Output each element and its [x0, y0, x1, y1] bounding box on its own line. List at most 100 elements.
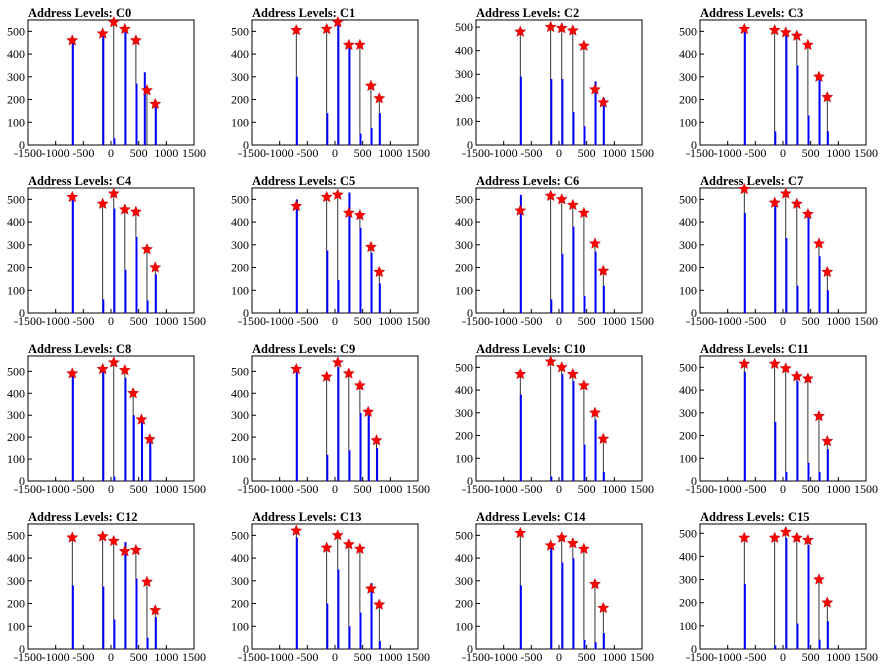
- chart-title: Address Levels: C6: [476, 174, 580, 188]
- chart-svg: 0 100 200 300 400 500 -1500 -1000 -500 0 500 1000 15…: [7, 187, 206, 328]
- x-tick-label: -1000: [266, 146, 294, 160]
- peak-marker: [514, 25, 527, 37]
- y-tick-label: 0: [467, 642, 473, 656]
- chart-title: Address Levels: C11: [700, 342, 809, 356]
- peak-marker: [149, 97, 162, 110]
- peak-marker: [801, 372, 814, 384]
- x-tick-label: 1500: [630, 482, 654, 496]
- x-tick-label: 1500: [854, 314, 878, 328]
- y-tick-label: 500: [455, 528, 473, 542]
- peak-marker: [821, 90, 834, 103]
- peak-marker: [370, 434, 383, 446]
- y-tick-label: 300: [455, 67, 473, 81]
- x-tick-label: -500: [296, 146, 318, 160]
- chart-panel: 0 100 200 300 400 500 -1500 -1000 -500 0 500 1000 15…: [224, 504, 448, 672]
- y-tick-label: 500: [455, 360, 473, 374]
- x-tick-label: -1000: [42, 482, 70, 496]
- peak-marker: [555, 361, 568, 373]
- y-tick-label: 400: [679, 549, 697, 563]
- chart-panel: 0 100 200 300 400 500 -1500 -1000 -500 0 500 1000 15…: [0, 0, 224, 168]
- y-tick-label: 300: [455, 406, 473, 420]
- x-tick-label: 1500: [406, 482, 430, 496]
- plot-frame: [475, 523, 643, 650]
- y-tick-label: 300: [679, 573, 697, 587]
- peak-marker: [364, 240, 377, 253]
- y-tick-label: 400: [231, 386, 249, 400]
- peak-marker: [738, 357, 751, 370]
- x-tick-label: 500: [354, 146, 372, 160]
- chart-svg: 0 100 200 300 400 500 -1500 -1000 -500 0 500 1000 15…: [455, 523, 654, 664]
- peak-marker: [331, 15, 344, 28]
- chart-svg: 0 100 200 300 400 500 -1500 -1000 -500 0 500 1000 15…: [231, 355, 430, 496]
- peak-marker: [129, 205, 142, 217]
- peak-marker: [597, 264, 610, 277]
- peak-marker: [66, 531, 79, 543]
- y-tick-label: 0: [19, 138, 25, 152]
- plot-frame: [251, 187, 419, 314]
- y-tick-label: 400: [7, 47, 25, 61]
- x-tick-label: 500: [578, 650, 596, 664]
- y-tick-label: 500: [7, 24, 25, 38]
- peak-marker: [364, 79, 377, 92]
- y-tick-label: 400: [231, 47, 249, 61]
- x-tick-label: 500: [130, 482, 148, 496]
- x-tick-label: 0: [556, 482, 562, 496]
- x-tick-label: 0: [332, 146, 338, 160]
- x-tick-label: -1000: [266, 314, 294, 328]
- x-tick-label: 0: [332, 314, 338, 328]
- y-tick-label: 100: [7, 619, 25, 633]
- plot-frame: [699, 523, 867, 650]
- peak-marker: [290, 199, 303, 212]
- x-tick-label: -1000: [266, 482, 294, 496]
- y-tick-label: 100: [231, 452, 249, 466]
- chart-panel: 0 100 200 300 400 500 -1500 -1000 -500 0 500 1000 15…: [448, 336, 672, 504]
- chart-title: Address Levels: C12: [28, 510, 138, 524]
- peak-marker: [140, 243, 153, 255]
- x-tick-label: 1000: [826, 146, 850, 160]
- chart-svg: 0 100 200 300 400 500 -1500 -1000 -500 0 500 1000 15…: [7, 355, 206, 496]
- x-tick-label: 0: [556, 314, 562, 328]
- x-tick-label: 1500: [854, 146, 878, 160]
- peak-marker: [790, 531, 803, 544]
- y-tick-label: 0: [691, 474, 697, 488]
- peak-marker: [320, 22, 333, 35]
- y-tick-label: 100: [679, 619, 697, 633]
- x-tick-label: -1500: [14, 482, 42, 496]
- plot-frame: [251, 355, 419, 482]
- x-tick-label: -500: [744, 314, 766, 328]
- y-tick-label: 200: [455, 429, 473, 443]
- peak-marker: [790, 197, 803, 210]
- peak-marker: [812, 70, 825, 82]
- peak-marker: [566, 536, 579, 549]
- x-tick-label: 500: [354, 314, 372, 328]
- y-tick-label: 500: [455, 192, 473, 206]
- peak-marker: [738, 531, 751, 544]
- y-tick-label: 100: [231, 115, 249, 129]
- y-tick-label: 0: [467, 474, 473, 488]
- peak-marker: [362, 405, 375, 418]
- peak-marker: [118, 22, 131, 35]
- peak-marker: [801, 207, 814, 220]
- x-tick-label: -500: [296, 650, 318, 664]
- x-tick-label: 0: [780, 482, 786, 496]
- x-tick-label: -1000: [714, 146, 742, 160]
- x-tick-label: -500: [296, 482, 318, 496]
- x-tick-label: -1500: [238, 650, 266, 664]
- y-tick-label: 100: [7, 283, 25, 297]
- chart-panel: 0 100 200 300 400 500 -1500 -1000 -500 0 500 1000 15…: [448, 168, 672, 336]
- peak-marker: [107, 187, 120, 199]
- peak-marker: [821, 434, 834, 447]
- x-tick-label: 1500: [854, 650, 878, 664]
- y-tick-label: 0: [691, 642, 697, 656]
- peak-marker: [768, 531, 781, 544]
- y-tick-label: 100: [455, 619, 473, 633]
- peak-marker: [779, 26, 792, 38]
- peak-marker: [544, 189, 557, 202]
- peak-marker: [129, 543, 142, 556]
- plot-frame: [27, 355, 195, 482]
- y-tick-label: 500: [7, 364, 25, 378]
- peak-marker: [768, 196, 781, 208]
- x-tick-label: 1000: [602, 146, 626, 160]
- chart-svg: 0 100 200 300 400 500 -1500 -1000 -500 0 500 1000 15…: [679, 182, 878, 328]
- y-tick-label: 0: [243, 642, 249, 656]
